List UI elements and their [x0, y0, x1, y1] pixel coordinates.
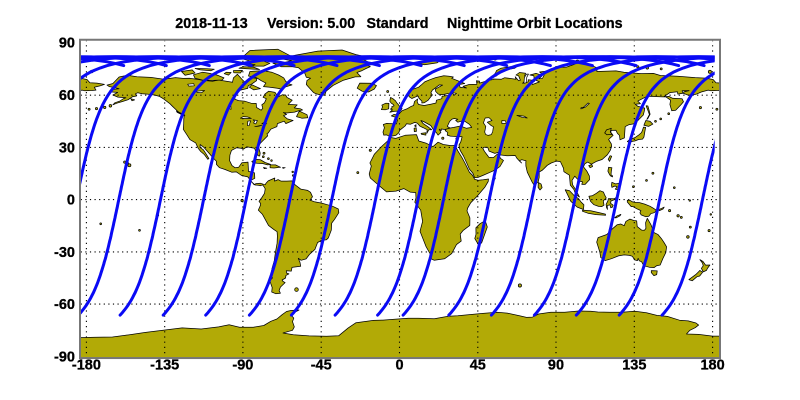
svg-text:-30: -30: [54, 245, 75, 261]
svg-text:45: 45: [470, 358, 486, 374]
svg-text:90: 90: [548, 358, 564, 374]
svg-text:-90: -90: [232, 358, 253, 374]
svg-text:-180: -180: [72, 358, 101, 374]
svg-text:-45: -45: [311, 358, 332, 374]
svg-text:135: 135: [622, 358, 646, 374]
svg-text:-90: -90: [54, 349, 75, 365]
svg-text:30: 30: [59, 140, 75, 156]
svg-text:0: 0: [67, 193, 75, 209]
svg-text:0: 0: [395, 358, 403, 374]
svg-text:180: 180: [700, 358, 724, 374]
svg-text:90: 90: [59, 36, 75, 52]
svg-text:-60: -60: [54, 297, 75, 313]
svg-text:60: 60: [59, 88, 75, 104]
svg-text:-135: -135: [150, 358, 179, 374]
